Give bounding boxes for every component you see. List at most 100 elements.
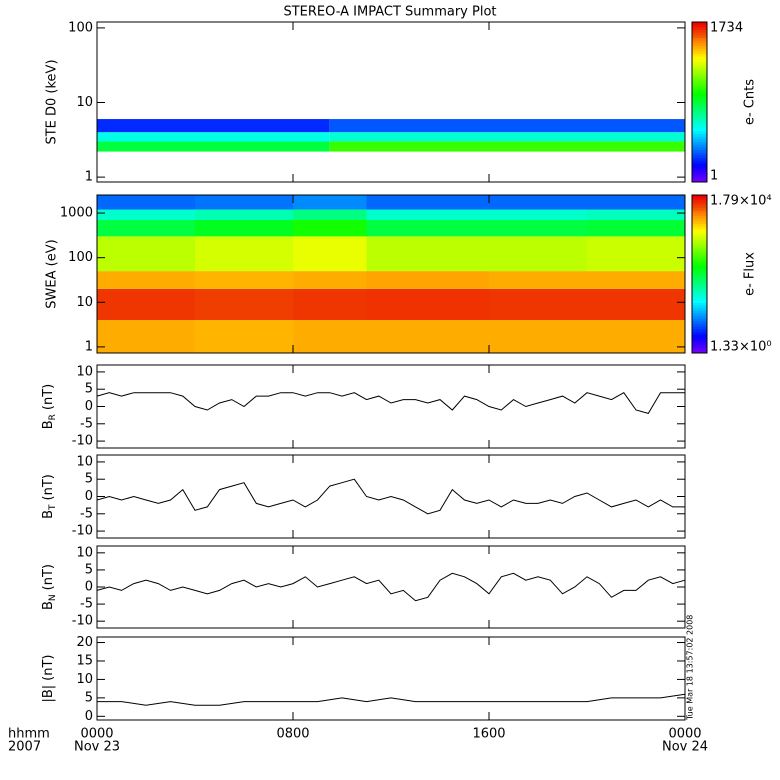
x-tick-label: 0000 bbox=[80, 727, 113, 742]
heatmap-cell bbox=[195, 219, 293, 237]
colorbar-swatch bbox=[692, 102, 707, 106]
y-tick-label: 10 bbox=[76, 295, 93, 310]
colorbar-swatch bbox=[692, 83, 707, 87]
y-tick-label: 5 bbox=[85, 690, 93, 705]
y-tick-label: 10 bbox=[76, 364, 93, 379]
date-label: Nov 24 bbox=[662, 740, 708, 755]
colorbar-swatch bbox=[692, 334, 707, 338]
heatmap-cell bbox=[366, 209, 489, 220]
colorbar-swatch bbox=[692, 134, 707, 138]
panel-frame bbox=[96, 636, 686, 721]
colorbar-swatch bbox=[692, 64, 707, 68]
colorbar-swatch bbox=[692, 202, 707, 207]
heatmap-cell bbox=[97, 141, 330, 152]
colorbar-swatch bbox=[692, 321, 707, 325]
colorbar-swatch bbox=[692, 120, 707, 124]
colorbar-swatch bbox=[692, 43, 707, 47]
heatmap-cell bbox=[195, 195, 293, 210]
colorbar-swatch bbox=[692, 216, 707, 220]
heatmap-cell bbox=[293, 288, 367, 321]
heatmap-cell bbox=[195, 320, 293, 353]
colorbar-swatch bbox=[692, 136, 707, 140]
heatmap-cell bbox=[97, 236, 195, 272]
colorbar-swatch bbox=[692, 107, 707, 111]
colorbar-swatch bbox=[692, 329, 707, 333]
heatmap-cell bbox=[293, 320, 367, 353]
colorbar-swatch bbox=[692, 24, 707, 28]
colorbar-swatch bbox=[692, 239, 707, 243]
colorbar-swatch bbox=[692, 112, 707, 116]
colorbar-swatch bbox=[692, 250, 707, 254]
colorbar-swatch bbox=[692, 67, 707, 71]
y-tick-label: 5 bbox=[85, 562, 93, 577]
colorbar-frame bbox=[691, 21, 708, 183]
colorbar-swatch bbox=[692, 174, 707, 178]
colorbar-swatch bbox=[692, 326, 707, 330]
y-axis-label: BN (nT) bbox=[41, 564, 58, 610]
heatmap-cell bbox=[329, 119, 685, 133]
colorbar-swatch bbox=[692, 350, 707, 354]
colorbar-swatch bbox=[692, 295, 707, 299]
colorbar-swatch bbox=[692, 197, 707, 201]
heatmap-cell bbox=[293, 219, 367, 237]
colorbar-swatch bbox=[692, 110, 707, 114]
data-line bbox=[96, 478, 685, 515]
colorbar-swatch bbox=[692, 40, 707, 44]
colorbar-swatch bbox=[692, 179, 707, 183]
y-label-unit: (nT) bbox=[41, 654, 56, 680]
heatmap-cell bbox=[587, 209, 685, 220]
colorbar-swatch bbox=[692, 54, 707, 58]
heatmap-cell bbox=[293, 195, 367, 210]
colorbar-swatch bbox=[692, 284, 707, 288]
colorbar-swatch bbox=[692, 88, 707, 92]
colorbar-swatch bbox=[692, 231, 707, 235]
heatmap-cell bbox=[366, 288, 489, 321]
x-tick-label: 1600 bbox=[472, 727, 505, 742]
heatmap-cell bbox=[97, 288, 195, 321]
colorbar-swatch bbox=[692, 234, 707, 238]
heatmap-cell bbox=[366, 236, 489, 272]
heatmap-cell bbox=[587, 219, 685, 237]
colorbar-swatch bbox=[692, 289, 707, 293]
colorbar-swatch bbox=[692, 91, 707, 95]
colorbar-swatch bbox=[692, 292, 707, 296]
y-axis-label: BR (nT) bbox=[41, 384, 58, 430]
y-axis-label: SWEA (eV) bbox=[45, 239, 60, 308]
colorbar-swatch bbox=[692, 126, 707, 130]
colorbar-swatch bbox=[692, 35, 707, 39]
colorbar-swatch bbox=[692, 276, 707, 280]
colorbar-swatch bbox=[692, 59, 707, 63]
y-tick-label: 1000 bbox=[60, 206, 93, 221]
heatmap-cell bbox=[97, 320, 195, 353]
colorbar-swatch bbox=[692, 195, 707, 199]
colorbar-swatch bbox=[692, 213, 707, 217]
y-tick-label: 5 bbox=[85, 382, 93, 397]
colorbar-swatch bbox=[692, 166, 707, 170]
colorbar-label: e- Cnts bbox=[743, 79, 758, 125]
colorbar-swatch bbox=[692, 75, 707, 79]
colorbar-tick-label: 1.79×10⁴ bbox=[710, 194, 772, 209]
x-tick-label: 0800 bbox=[276, 727, 309, 742]
y-tick-label: 1 bbox=[85, 339, 93, 354]
y-tick-label: 0 bbox=[85, 489, 93, 504]
heatmap-cell bbox=[489, 271, 587, 289]
colorbar-swatch bbox=[692, 123, 707, 127]
colorbar-swatch bbox=[692, 131, 707, 135]
y-label-unit: (nT) bbox=[41, 474, 56, 500]
colorbar-swatch bbox=[692, 266, 707, 270]
colorbar-swatch bbox=[692, 242, 707, 246]
colorbar-swatch bbox=[692, 22, 707, 26]
colorbar-swatch bbox=[692, 313, 707, 317]
colorbar-swatch bbox=[692, 260, 707, 264]
heatmap-cell bbox=[489, 320, 587, 353]
colorbar-swatch bbox=[692, 271, 707, 275]
y-label-base: |B| bbox=[41, 685, 56, 703]
y-tick-label: -5 bbox=[80, 416, 93, 431]
colorbar-swatch bbox=[692, 56, 707, 60]
heatmap-cell bbox=[489, 288, 587, 321]
y-tick-label: 0 bbox=[85, 709, 93, 724]
y-tick-label: -10 bbox=[72, 524, 93, 539]
heatmap-cell bbox=[489, 236, 587, 272]
colorbar-swatch bbox=[692, 255, 707, 259]
heatmap-cell bbox=[97, 209, 195, 220]
